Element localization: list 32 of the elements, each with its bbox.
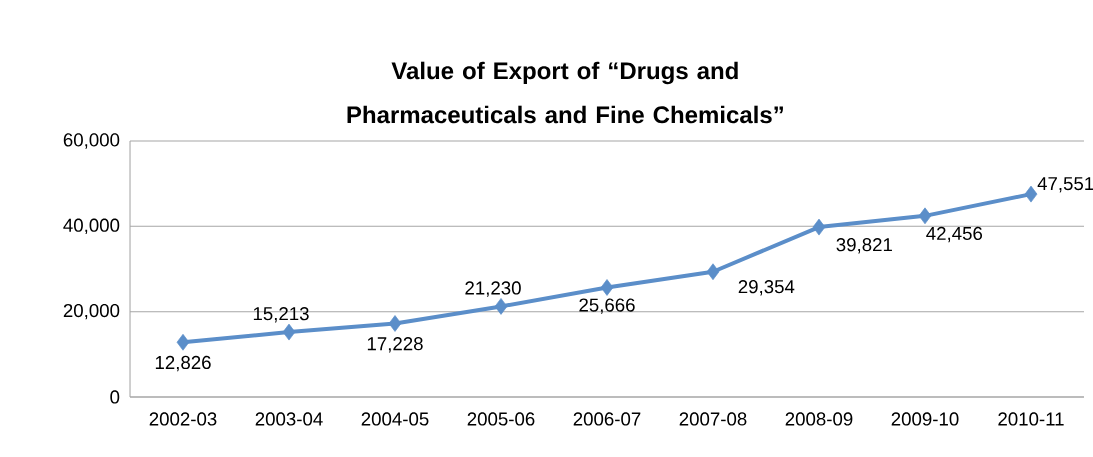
chart-title: Value of Export of “Drugs and Pharmaceuticals and Fine Chemicals” [347,61,783,124]
y-tick-label: 60,000 [63,133,120,149]
x-tick-label: 2004-05 [361,412,429,426]
y-tick-label: 40,000 [63,218,120,235]
x-tick-label: 2006-07 [573,412,641,426]
data-label: 42,456 [926,226,983,243]
data-label: 21,230 [465,281,521,297]
point [282,323,296,341]
data-label: 15,213 [253,307,309,323]
data-label: 17,228 [367,337,423,353]
y-tick-label: 20,000 [63,303,120,320]
x-tick-label: 2008-09 [785,412,853,426]
y-tick-label: 0 [110,390,120,404]
data-label: 29,354 [738,280,795,296]
point [494,298,508,315]
x-tick-label: 2002-03 [149,412,217,426]
x-tick-label: 2003-04 [255,412,323,426]
x-tick-label: 2005-06 [467,412,535,426]
data-label: 39,821 [836,238,892,254]
point [706,263,720,281]
data-label: 47,551 [1037,177,1093,193]
x-tick-label: 2010-11 [998,412,1064,426]
point [600,279,614,296]
data-label: 12,826 [155,355,211,372]
data-label: 25,666 [579,298,635,314]
point [812,218,826,236]
point [918,207,932,225]
point [1024,185,1038,203]
x-tick-label: 2007-08 [679,412,747,426]
point [388,315,402,332]
point [176,333,190,351]
x-tick-label: 2009-10 [891,412,959,426]
